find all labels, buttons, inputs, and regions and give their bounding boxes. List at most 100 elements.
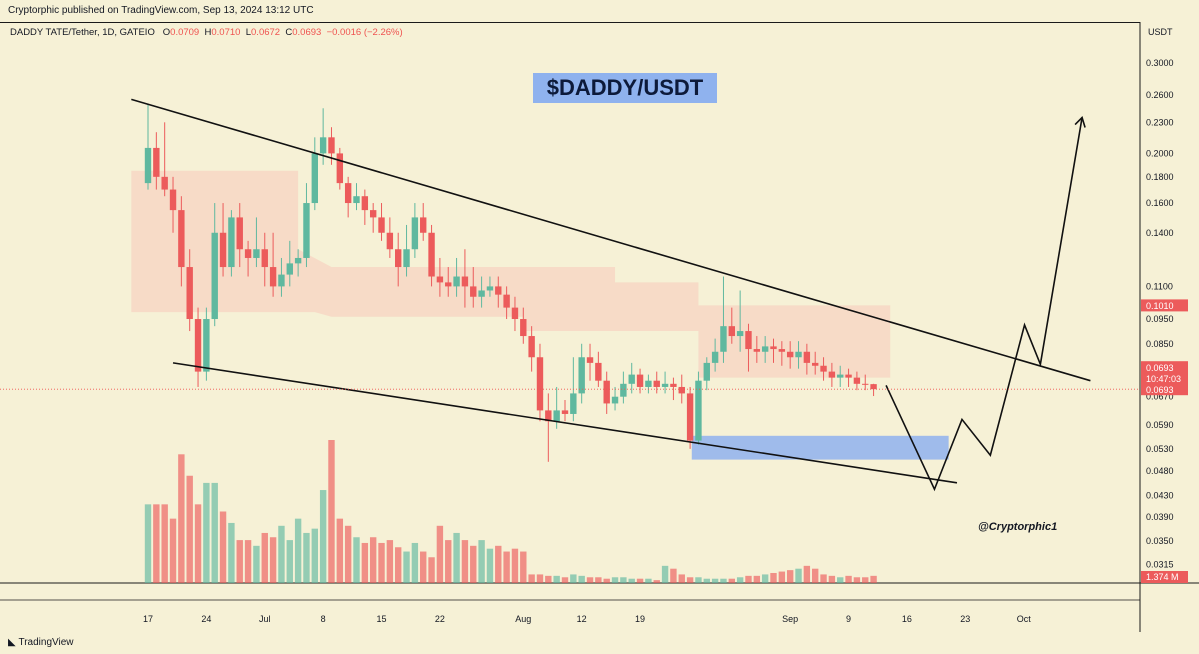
candle-body bbox=[403, 249, 410, 268]
candle-body bbox=[570, 393, 577, 414]
time-tick-label: 17 bbox=[143, 614, 153, 624]
tradingview-logo[interactable]: ◣ TradingView bbox=[8, 637, 74, 648]
close-label: C bbox=[285, 27, 293, 38]
volume-bar bbox=[695, 577, 702, 583]
publisher-line: Cryptorphic published on TradingView.com… bbox=[8, 5, 314, 16]
volume-bar bbox=[386, 540, 394, 583]
badge-level-bg bbox=[1141, 299, 1188, 312]
price-tick-label: 0.2600 bbox=[1146, 90, 1174, 100]
volume-bar bbox=[294, 518, 302, 583]
candle-body bbox=[344, 183, 352, 204]
projection-arrowhead bbox=[1074, 116, 1086, 128]
candle-body bbox=[420, 217, 427, 233]
volume-bar bbox=[436, 525, 444, 583]
volume-bar bbox=[520, 551, 527, 583]
candle-body bbox=[178, 210, 185, 268]
volume-bar bbox=[728, 578, 735, 583]
volume-bar bbox=[445, 540, 452, 583]
volume-bar bbox=[870, 575, 877, 583]
high-value: 0.0710 bbox=[211, 27, 241, 38]
badge-countdown: 10:47:03 bbox=[1146, 374, 1181, 384]
volume-bar bbox=[686, 577, 694, 583]
candle-body bbox=[645, 380, 652, 387]
price-tick-label: 0.1800 bbox=[1146, 172, 1174, 182]
volume-bar bbox=[278, 525, 285, 583]
candle-body bbox=[661, 383, 669, 387]
volume-bar bbox=[653, 580, 660, 583]
footer-bar: ◣ TradingView bbox=[0, 633, 1199, 654]
time-tick-label: Sep bbox=[782, 614, 798, 624]
volume-bar bbox=[186, 475, 193, 583]
candle-body bbox=[578, 357, 585, 394]
candle-body bbox=[795, 351, 802, 358]
volume-bar bbox=[761, 574, 769, 583]
volume-bar bbox=[553, 575, 560, 583]
volume-bar bbox=[803, 565, 811, 583]
time-tick-label: 8 bbox=[321, 614, 326, 624]
price-tick-label: 0.1100 bbox=[1146, 281, 1173, 291]
volume-bar bbox=[503, 551, 510, 583]
candle-body bbox=[820, 365, 827, 372]
candle-body bbox=[586, 357, 594, 363]
price-tick-label: 0.2000 bbox=[1146, 148, 1174, 158]
volume-bar bbox=[178, 454, 185, 583]
candle-body bbox=[203, 319, 210, 372]
badge-volume: 1.374 M bbox=[1146, 572, 1179, 582]
volume-bar bbox=[253, 545, 260, 583]
volume-bar bbox=[812, 568, 819, 583]
volume-bar bbox=[753, 575, 761, 583]
volume-bar bbox=[720, 578, 727, 583]
candle-body bbox=[561, 410, 569, 414]
price-tick-label: 0.0850 bbox=[1146, 339, 1174, 349]
volume-bar bbox=[378, 542, 385, 583]
chart-title-box: $DADDY/USDT bbox=[533, 73, 717, 103]
candle-body bbox=[545, 410, 552, 422]
volume-bar bbox=[845, 575, 852, 583]
volume-bar bbox=[311, 528, 318, 583]
volume-bar bbox=[786, 570, 794, 583]
volume-bar bbox=[603, 578, 610, 583]
candle-body bbox=[286, 263, 293, 275]
range-band-layer bbox=[131, 170, 891, 378]
volume-bar bbox=[244, 540, 252, 583]
range-band bbox=[131, 170, 891, 378]
volume-bar bbox=[211, 482, 218, 583]
candle-body bbox=[670, 383, 677, 387]
volume-bar bbox=[303, 532, 310, 583]
time-tick-label: 24 bbox=[201, 614, 211, 624]
candle-body bbox=[761, 346, 769, 352]
candle-body bbox=[495, 286, 502, 295]
volume-bar bbox=[745, 575, 752, 583]
low-value: 0.0672 bbox=[251, 27, 281, 38]
volume-bar bbox=[661, 565, 669, 583]
candle-body bbox=[786, 351, 794, 358]
volume-bar bbox=[820, 574, 827, 583]
candle-body bbox=[653, 380, 660, 387]
candle-body bbox=[378, 217, 385, 233]
volume-bar bbox=[828, 575, 836, 583]
symbol-name[interactable]: DADDY TATE/Tether, 1D, GATEIO bbox=[10, 27, 155, 38]
volume-bar bbox=[286, 540, 293, 583]
upper-trendline bbox=[131, 98, 1091, 382]
volume-bar bbox=[736, 577, 744, 583]
volume-bar bbox=[336, 518, 344, 583]
tradingview-icon: ◣ bbox=[8, 637, 16, 648]
candle-body bbox=[611, 396, 619, 404]
volume-bar bbox=[578, 575, 585, 583]
price-tick-label: 0.0670 bbox=[1146, 392, 1174, 402]
volume-bar bbox=[453, 532, 460, 583]
volume-bar bbox=[795, 568, 802, 583]
volume-bar bbox=[328, 440, 335, 583]
candle-body bbox=[745, 331, 752, 350]
volume-bar bbox=[711, 578, 719, 583]
volume-bar bbox=[486, 548, 494, 583]
time-tick-label: Oct bbox=[1017, 614, 1032, 624]
volume-bar bbox=[261, 532, 268, 583]
volume-bar bbox=[770, 572, 777, 583]
open-value: 0.0709 bbox=[170, 27, 200, 38]
trendlines-layer bbox=[0, 98, 1140, 492]
price-tick-label: 0.1400 bbox=[1146, 228, 1174, 238]
price-axis-layer: USDT 0.3000 0.2600 0.2300 0.2000 0.1800 0.1600… bbox=[1146, 27, 1174, 570]
